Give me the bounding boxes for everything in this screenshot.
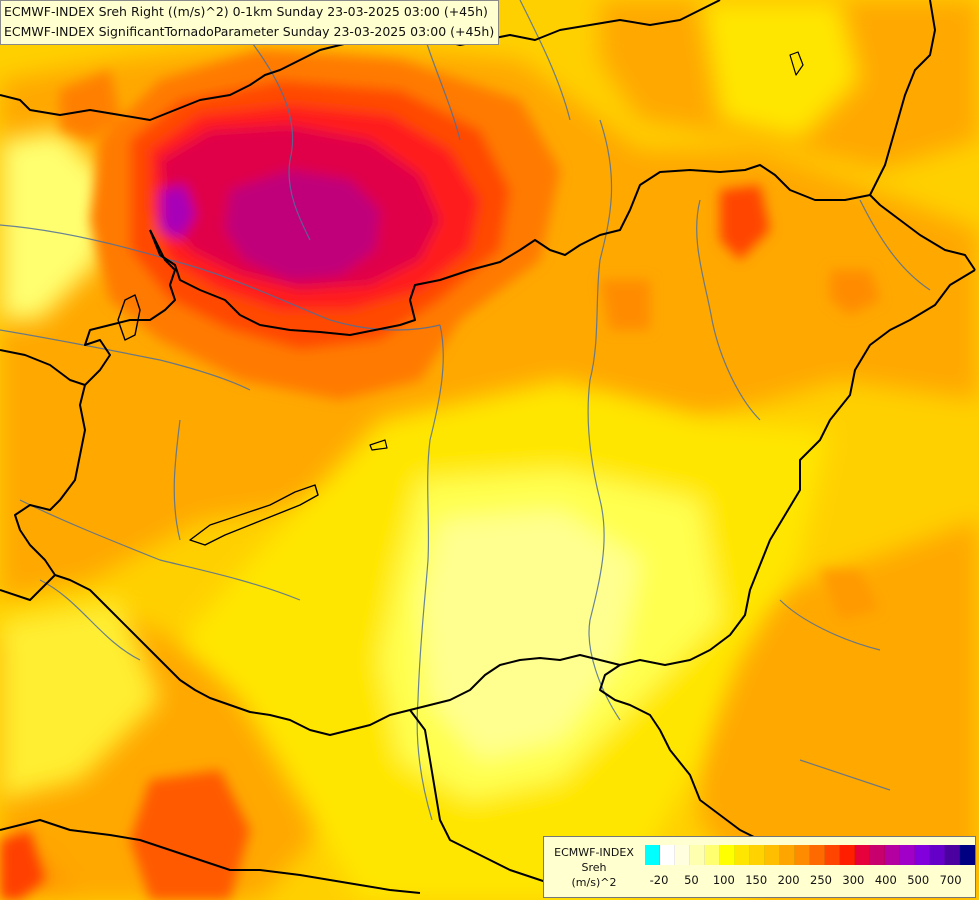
legend-label: 100	[712, 873, 735, 887]
border-poland	[429, 0, 721, 46]
legend-swatch	[705, 845, 720, 865]
lake-neusiedl	[117, 294, 141, 341]
small-lake-2	[789, 51, 804, 76]
legend-label: 400	[874, 873, 897, 887]
legend-colorbar	[645, 845, 975, 865]
legend-swatch	[810, 845, 825, 865]
border-west	[14, 229, 176, 576]
legend-swatch	[930, 845, 945, 865]
border-serbia-romania	[409, 709, 571, 891]
legend-swatch	[750, 845, 765, 865]
legend-label: 300	[842, 873, 865, 887]
border-east	[599, 269, 976, 841]
field-core	[0, 50, 880, 900]
legend-label: 700	[939, 873, 962, 887]
legend-labels: -20 50 100 150 200 250 300 400 500 700	[645, 873, 975, 889]
legend-swatch	[765, 845, 780, 865]
legend-label: 200	[777, 873, 800, 887]
legend-swatch	[855, 845, 870, 865]
legend-swatch	[645, 845, 660, 865]
border-west-inner	[0, 349, 86, 386]
legend-swatch	[825, 845, 840, 865]
legend-swatch	[840, 845, 855, 865]
legend-model: ECMWF-INDEX	[554, 846, 634, 859]
legend-label: -20	[649, 873, 669, 887]
border-croatia	[0, 574, 421, 894]
field-yellow	[0, 0, 860, 900]
border-south	[54, 574, 621, 736]
title-stp: ECMWF-INDEX SignificantTornadoParameter …	[4, 24, 495, 39]
legend-label: 150	[745, 873, 768, 887]
title-sreh: ECMWF-INDEX Sreh Right ((m/s)^2) 0-1km S…	[4, 4, 488, 19]
lake-balaton	[189, 484, 319, 546]
legend-label: 500	[907, 873, 930, 887]
legend-label: 250	[810, 873, 832, 887]
rivers	[0, 0, 931, 821]
legend-parameter: Sreh	[581, 861, 607, 874]
small-lake	[369, 439, 388, 451]
color-legend: ECMWF-INDEX Sreh (m/s)^2 -20 50 100 150 200 2…	[543, 836, 976, 898]
legend-swatch	[945, 845, 960, 865]
legend-swatch	[870, 845, 885, 865]
legend-swatch	[720, 845, 735, 865]
legend-swatch	[675, 845, 690, 865]
legend-swatch	[660, 845, 675, 865]
border-slovakia-hungary	[149, 164, 976, 336]
legend-swatch	[915, 845, 930, 865]
legend-swatch	[735, 845, 750, 865]
legend-swatch	[690, 845, 705, 865]
legend-swatch	[885, 845, 900, 865]
legend-unit: (m/s)^2	[571, 876, 617, 889]
legend-swatch	[795, 845, 810, 865]
map-title-box: ECMWF-INDEX Sreh Right ((m/s)^2) 0-1km S…	[0, 0, 500, 45]
legend-label: 50	[684, 873, 699, 887]
legend-swatch	[900, 845, 915, 865]
legend-title: ECMWF-INDEX Sreh (m/s)^2	[546, 845, 642, 890]
legend-swatch	[960, 845, 975, 865]
border-northeast	[869, 0, 936, 196]
legend-swatch	[780, 845, 795, 865]
